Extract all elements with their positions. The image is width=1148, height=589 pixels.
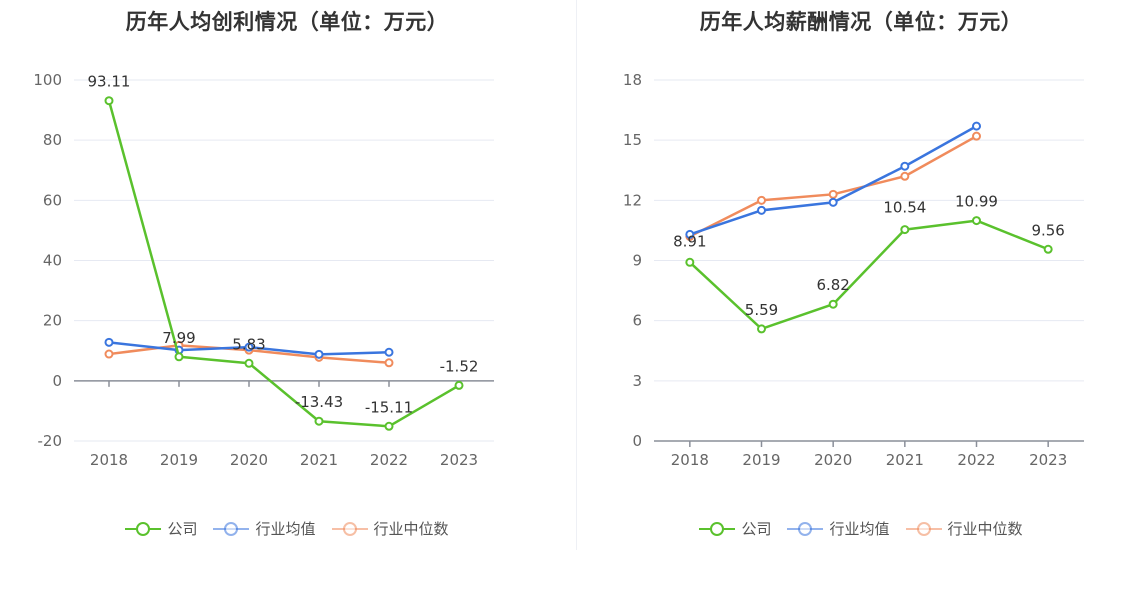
x-tick-label: 2021: [886, 451, 924, 469]
chart-legend: 公司 行业均值 行业中位数: [574, 518, 1148, 539]
legend-item[interactable]: 行业均值: [213, 518, 316, 539]
y-tick-label: 3: [632, 372, 642, 390]
x-tick-label: 2022: [370, 451, 408, 469]
legend-swatch-icon: [125, 520, 162, 538]
data-point: [104, 96, 114, 106]
salary-chart-panel: 历年人均薪酬情况（单位：万元） 0 3 6 9 12 15 18 2018 2019 2020 20…: [574, 0, 1148, 589]
data-point: [685, 229, 695, 239]
chart-title: 历年人均创利情况（单位：万元）: [125, 10, 449, 34]
data-point: [384, 347, 394, 357]
panel-divider: [576, 0, 577, 550]
data-point: [828, 189, 838, 199]
data-point: [828, 299, 838, 309]
data-label: 10.99: [955, 193, 998, 211]
data-point: [757, 324, 766, 334]
series-line: [689, 125, 978, 236]
data-point: [1043, 244, 1053, 254]
x-tick-label: 2019: [160, 451, 198, 469]
data-point: [314, 416, 324, 426]
legend-label: 行业中位数: [373, 520, 449, 538]
y-tick-label: 100: [33, 71, 62, 89]
data-point: [972, 131, 981, 141]
legend-swatch-icon: [213, 520, 250, 538]
y-tick-label: 0: [632, 432, 642, 450]
chart-legend: 公司 行业均值 行业中位数: [0, 518, 574, 539]
y-tick-label: 9: [632, 252, 642, 270]
data-point: [972, 121, 981, 131]
data-point: [900, 171, 910, 181]
x-tick-label: 2019: [742, 451, 780, 469]
legend-item[interactable]: 公司: [125, 518, 197, 539]
legend-label: 公司: [741, 520, 772, 538]
data-label: -13.43: [295, 393, 343, 411]
y-tick-label: 40: [43, 252, 62, 270]
y-tick-label: 20: [43, 312, 62, 330]
y-tick-label: 80: [43, 131, 62, 149]
data-label: 7.99: [162, 329, 195, 347]
legend-label: 行业中位数: [947, 520, 1023, 538]
chart-title: 历年人均薪酬情况（单位：万元）: [699, 10, 1023, 34]
legend-item[interactable]: 行业均值: [787, 518, 890, 539]
y-tick-label: 12: [623, 191, 642, 209]
y-tick-label: 60: [43, 191, 62, 209]
data-point: [972, 216, 981, 226]
data-label: -1.52: [440, 357, 479, 375]
legend-label: 行业均值: [829, 520, 890, 538]
data-point: [757, 195, 766, 205]
x-tick-label: 2021: [300, 451, 338, 469]
x-tick-label: 2018: [90, 451, 128, 469]
legend-item[interactable]: 公司: [699, 518, 771, 539]
data-label: 5.59: [745, 301, 778, 319]
x-tick-label: 2023: [1029, 451, 1067, 469]
series-line: [688, 219, 1049, 331]
data-label: 9.56: [1031, 221, 1064, 239]
data-point: [244, 358, 254, 368]
data-label: 10.54: [883, 199, 926, 217]
legend-swatch-icon: [787, 520, 824, 538]
legend-item[interactable]: 行业中位数: [905, 518, 1023, 539]
data-label: 5.83: [232, 335, 265, 353]
legend-swatch-icon: [905, 520, 942, 538]
data-label: 6.82: [816, 276, 849, 294]
y-tick-label: -20: [38, 432, 63, 450]
data-point: [314, 349, 324, 359]
data-label: -15.11: [365, 398, 413, 416]
data-point: [900, 161, 910, 171]
data-point: [384, 421, 394, 431]
data-point: [244, 342, 254, 352]
legend-label: 行业均值: [255, 520, 316, 538]
salary-line-chart: 0 3 6 9 12 15 18 2018 2019 2020 2021 2022 2023 8.91 5.…: [623, 71, 1084, 469]
data-label: 8.91: [673, 232, 706, 250]
x-tick-label: 2023: [440, 451, 478, 469]
data-point: [685, 257, 695, 267]
legend-swatch-icon: [699, 520, 736, 538]
profit-chart-panel: 历年人均创利情况（单位：万元） -20 0 20 40 60 80 100 2018 2019 2…: [0, 10, 574, 539]
data-point: [828, 197, 838, 207]
x-tick-label: 2022: [957, 451, 995, 469]
legend-swatch-icon: [331, 520, 368, 538]
y-tick-label: 18: [623, 71, 642, 89]
y-tick-label: 6: [632, 312, 642, 330]
x-tick-label: 2018: [671, 451, 709, 469]
profit-line-chart: -20 0 20 40 60 80 100 2018 2019 2020 2021 2022 2023 9…: [33, 71, 494, 469]
data-point: [104, 337, 114, 347]
data-point: [454, 380, 464, 390]
legend-label: 公司: [167, 520, 198, 538]
data-point: [104, 349, 114, 359]
data-point: [384, 358, 394, 368]
y-tick-label: 0: [52, 372, 62, 390]
y-tick-label: 15: [623, 131, 642, 149]
x-tick-label: 2020: [230, 451, 268, 469]
data-point: [900, 225, 910, 235]
legend-item[interactable]: 行业中位数: [331, 518, 449, 539]
data-point: [757, 205, 766, 215]
data-label: 93.11: [88, 73, 131, 91]
series-line: [107, 100, 460, 428]
data-point: [174, 352, 184, 362]
x-tick-label: 2020: [814, 451, 852, 469]
